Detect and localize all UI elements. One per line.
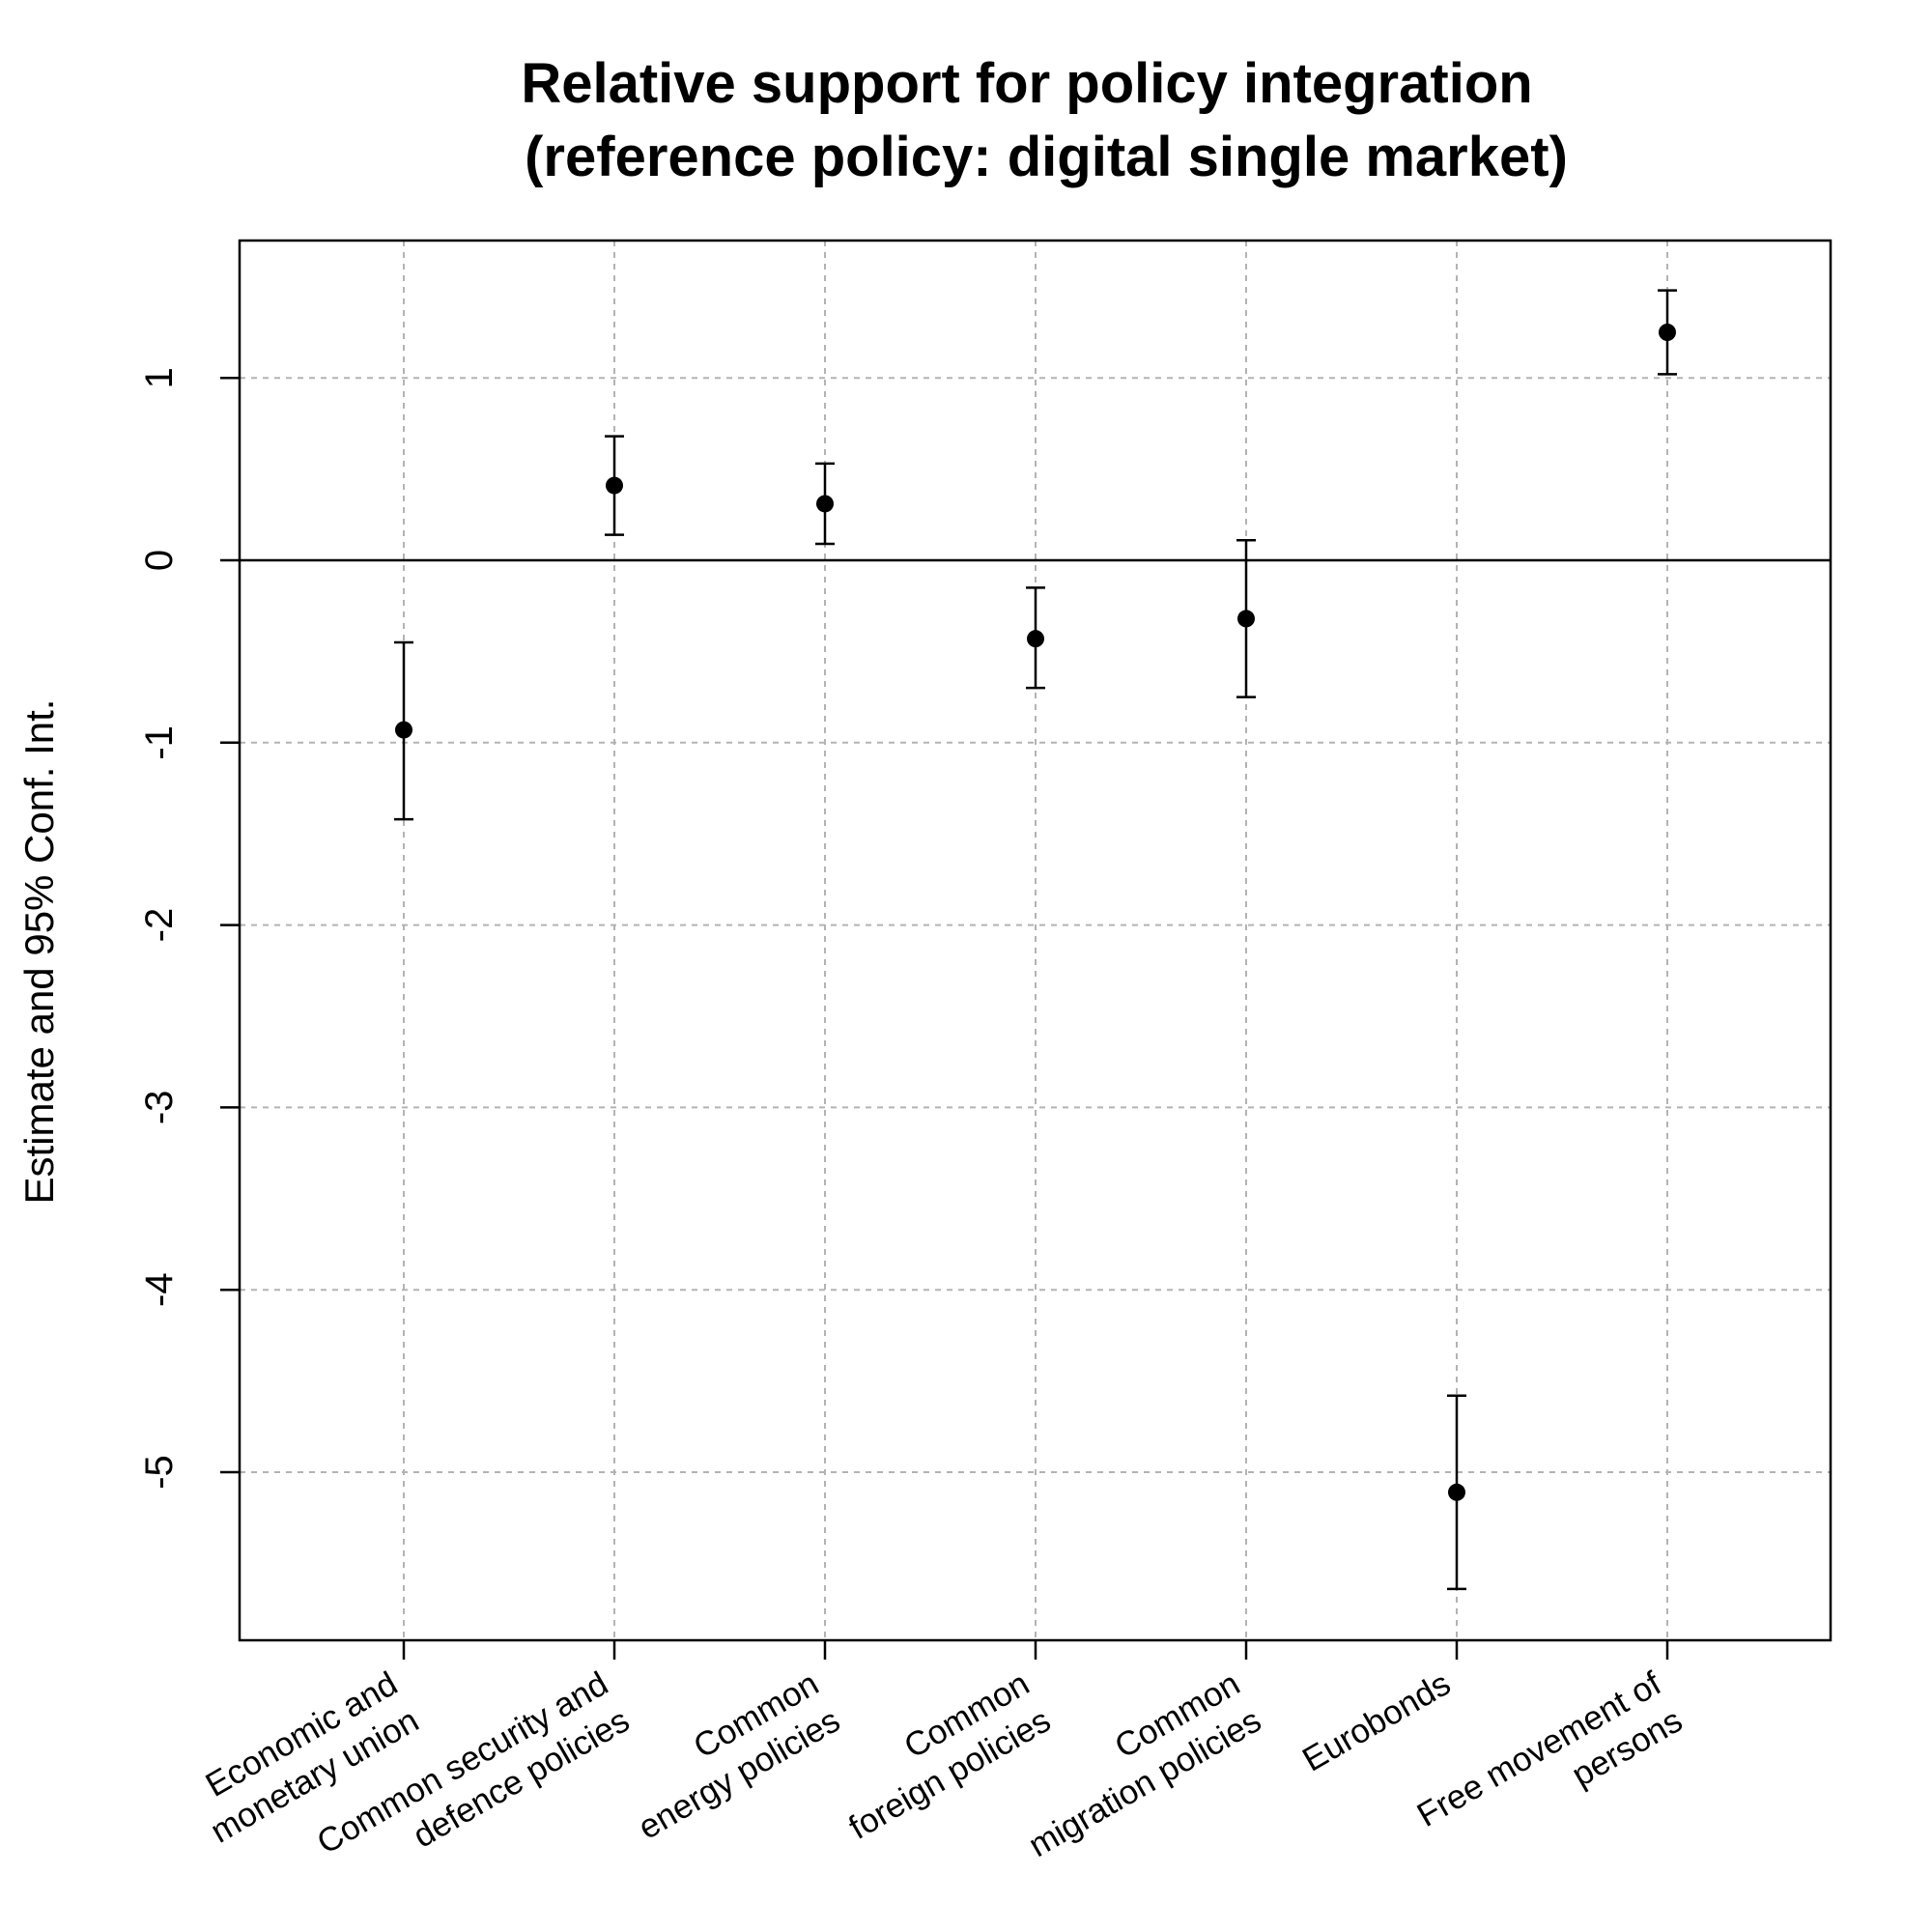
y-axis-label: Estimate and 95% Conf. Int. bbox=[16, 699, 62, 1205]
y-tick-label: -3 bbox=[138, 1091, 181, 1125]
estimate-point bbox=[1659, 324, 1676, 341]
plot-frame bbox=[238, 239, 1833, 1642]
x-tick-label: Eurobonds bbox=[1296, 1664, 1457, 1778]
grid-lines bbox=[240, 241, 1831, 1640]
y-tick-label: -5 bbox=[138, 1455, 181, 1490]
estimate-point bbox=[816, 495, 834, 513]
y-tick-label: 1 bbox=[138, 367, 181, 388]
data-marks bbox=[394, 289, 1677, 1591]
estimate-point bbox=[606, 476, 623, 495]
estimate-point bbox=[1448, 1483, 1465, 1501]
y-tick-label: -1 bbox=[138, 725, 181, 760]
estimate-point bbox=[1237, 610, 1255, 628]
x-tick-label-line: Eurobonds bbox=[1296, 1664, 1457, 1778]
y-tick-label: 0 bbox=[138, 550, 181, 571]
chart-title: Relative support for policy integration bbox=[521, 52, 1532, 115]
y-tick-label: -4 bbox=[138, 1272, 181, 1307]
y-tick-label: -2 bbox=[138, 908, 181, 943]
chart-subtitle: (reference policy: digital single market… bbox=[525, 126, 1568, 188]
estimate-point bbox=[1027, 630, 1044, 648]
estimate-point bbox=[395, 721, 412, 739]
